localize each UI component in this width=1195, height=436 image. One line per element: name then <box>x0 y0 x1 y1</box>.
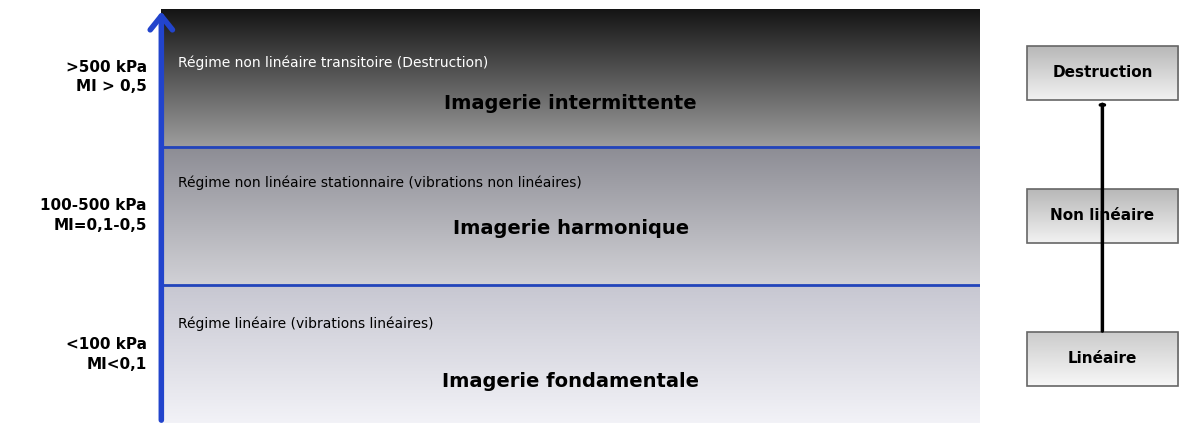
Text: Imagerie intermittente: Imagerie intermittente <box>445 95 697 113</box>
Bar <box>1027 332 1178 386</box>
Text: Non linéaire: Non linéaire <box>1050 208 1154 223</box>
Text: Régime non linéaire stationnaire (vibrations non linéaires): Régime non linéaire stationnaire (vibrat… <box>178 175 582 190</box>
Text: Régime non linéaire transitoire (Destruction): Régime non linéaire transitoire (Destruc… <box>178 55 488 70</box>
Text: >500 kPa
MI > 0,5: >500 kPa MI > 0,5 <box>66 60 147 95</box>
Text: Linéaire: Linéaire <box>1067 351 1138 366</box>
Text: Imagerie harmonique: Imagerie harmonique <box>453 219 688 238</box>
Bar <box>1027 189 1178 243</box>
Bar <box>1027 46 1178 100</box>
Text: Destruction: Destruction <box>1052 65 1153 80</box>
Text: 100-500 kPa
MI=0,1-0,5: 100-500 kPa MI=0,1-0,5 <box>41 198 147 233</box>
Text: Imagerie fondamentale: Imagerie fondamentale <box>442 372 699 391</box>
Text: <100 kPa
MI<0,1: <100 kPa MI<0,1 <box>66 337 147 372</box>
Text: Régime linéaire (vibrations linéaires): Régime linéaire (vibrations linéaires) <box>178 316 434 331</box>
